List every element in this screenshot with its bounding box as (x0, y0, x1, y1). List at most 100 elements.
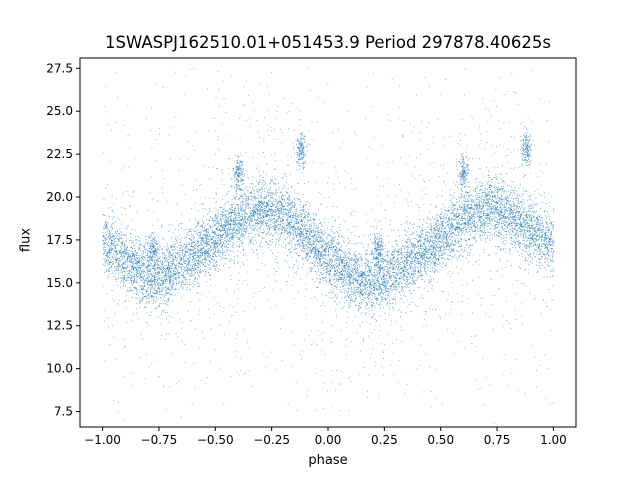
data-point (502, 207, 504, 209)
data-point (312, 250, 314, 252)
data-point (380, 277, 382, 279)
data-point (133, 281, 135, 283)
data-point (237, 261, 238, 263)
data-point (378, 294, 380, 296)
data-point (151, 279, 152, 281)
data-point (136, 252, 138, 253)
data-point (269, 227, 270, 229)
data-point (428, 279, 430, 281)
data-point (398, 249, 400, 251)
data-point (177, 252, 179, 253)
data-point (204, 235, 206, 236)
data-point (496, 188, 498, 190)
data-point (149, 262, 151, 264)
data-point (287, 202, 289, 203)
data-point (173, 252, 174, 254)
data-point (434, 255, 436, 257)
data-point (138, 247, 140, 249)
data-point (244, 228, 246, 229)
data-point (522, 210, 524, 212)
data-point (512, 210, 514, 211)
data-point (137, 269, 139, 271)
data-point (459, 251, 461, 253)
data-point (472, 214, 474, 216)
data-point (544, 261, 546, 263)
data-point (379, 283, 381, 285)
data-point (181, 247, 183, 248)
data-point (280, 192, 282, 194)
data-point (500, 218, 501, 220)
data-point (432, 247, 434, 249)
data-point (357, 260, 359, 262)
data-point (203, 233, 205, 235)
data-point (181, 258, 183, 259)
data-point (121, 281, 123, 283)
data-point (513, 220, 515, 222)
data-point (549, 252, 551, 253)
data-point (264, 190, 265, 192)
data-point (238, 215, 240, 216)
data-point (111, 244, 112, 245)
data-point (424, 239, 426, 240)
data-point (378, 258, 380, 260)
data-point (198, 235, 200, 237)
data-point (236, 229, 237, 230)
data-point (117, 277, 119, 279)
data-point (402, 277, 404, 279)
data-point (314, 230, 316, 232)
data-point (369, 271, 371, 273)
data-point (227, 218, 229, 220)
data-point (145, 279, 147, 281)
data-point (518, 239, 520, 241)
data-point (451, 248, 453, 250)
data-point (254, 204, 256, 206)
data-point (506, 230, 507, 232)
data-point (453, 213, 455, 215)
data-point (189, 259, 191, 261)
data-point (371, 309, 373, 311)
data-point (189, 269, 191, 271)
data-point (373, 285, 375, 287)
data-point (131, 290, 133, 292)
data-point (365, 265, 367, 267)
data-point (154, 288, 156, 290)
data-point (426, 246, 428, 248)
data-point (336, 263, 338, 264)
data-point (190, 245, 192, 247)
data-point (353, 281, 354, 283)
data-point (433, 225, 435, 226)
data-point (362, 290, 363, 292)
data-point (353, 293, 355, 295)
data-point (333, 273, 335, 275)
data-point (205, 250, 206, 252)
data-point (115, 256, 116, 258)
data-point (408, 303, 410, 305)
data-point (269, 229, 270, 231)
data-point (222, 257, 224, 259)
data-point (358, 291, 360, 293)
data-point (441, 252, 442, 254)
data-point (122, 263, 124, 265)
data-point (483, 213, 485, 215)
data-point (373, 278, 375, 280)
data-point (417, 277, 419, 279)
data-point (159, 253, 161, 255)
data-point (125, 234, 126, 236)
data-point (198, 282, 200, 284)
data-point (250, 210, 252, 212)
data-point (453, 215, 455, 216)
data-point (353, 254, 354, 256)
data-point (194, 252, 196, 254)
data-point (192, 266, 193, 267)
data-point (369, 323, 371, 325)
data-point (136, 274, 137, 276)
data-point (209, 252, 211, 254)
data-point (258, 234, 259, 235)
data-point (302, 242, 304, 244)
data-point (287, 237, 289, 239)
data-point (131, 257, 133, 259)
data-point (128, 273, 130, 275)
data-point (361, 303, 363, 305)
data-point (226, 236, 227, 238)
data-point (552, 255, 554, 257)
